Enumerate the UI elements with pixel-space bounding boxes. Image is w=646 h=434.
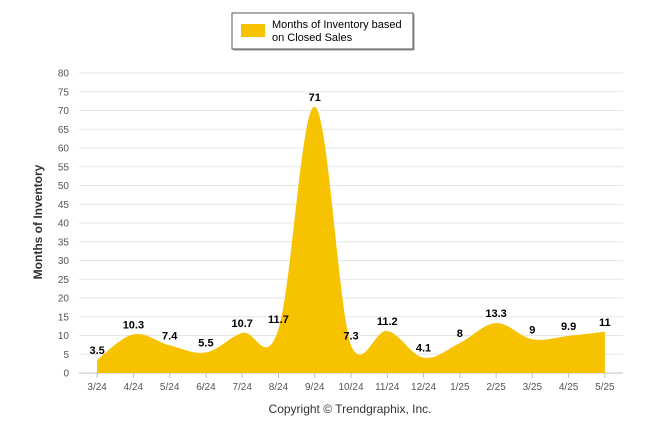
data-labels: 3.5 10.3 7.4 5.5 10.7 11.7 71 7.3 11.2 4.1 8 13.3 9 9… xyxy=(89,92,610,357)
y-tick-label: 70 xyxy=(58,106,70,117)
data-label: 10.3 xyxy=(123,319,144,331)
y-tick-label: 5 xyxy=(63,350,69,361)
data-label: 7.3 xyxy=(343,331,358,343)
legend-label-line-2: on Closed Sales xyxy=(272,32,353,44)
data-label: 13.3 xyxy=(485,308,506,320)
x-tick-label: 7/24 xyxy=(232,382,252,393)
data-label: 10.7 xyxy=(231,318,252,330)
y-tick-label: 80 xyxy=(58,69,70,80)
data-label: 5.5 xyxy=(198,337,213,349)
x-tick-label: 12/24 xyxy=(411,382,436,393)
y-tick-label: 30 xyxy=(58,256,70,267)
data-label: 9.9 xyxy=(561,321,576,333)
x-tick-label: 5/25 xyxy=(595,382,615,393)
x-tick-label: 5/24 xyxy=(160,382,180,393)
x-tick-label: 11/24 xyxy=(375,382,400,393)
x-tick-label: 3/24 xyxy=(87,382,107,393)
legend[interactable]: Months of Inventory based on Closed Sale… xyxy=(231,12,415,51)
y-axis-title: Months of Inventory xyxy=(31,164,45,279)
y-tick-label: 60 xyxy=(58,144,70,155)
y-tick-label: 50 xyxy=(58,181,70,192)
y-tick-label: 55 xyxy=(58,162,70,173)
data-label: 11.2 xyxy=(377,316,398,328)
y-tick-label: 0 xyxy=(63,369,69,380)
data-label: 7.4 xyxy=(162,330,178,342)
y-tick-label: 75 xyxy=(58,87,70,98)
y-tick-label: 15 xyxy=(58,312,70,323)
y-axis-ticks: 0 5 10 15 20 25 30 35 40 45 50 55 60 65 70 75 80 xyxy=(58,69,70,380)
x-tick-label: 6/24 xyxy=(196,382,216,393)
legend-swatch xyxy=(241,24,265,37)
x-tick-label: 1/25 xyxy=(450,382,470,393)
x-axis-ticks: 3/24 4/24 5/24 6/24 7/24 8/24 9/24 10/24 11/24 12… xyxy=(87,373,615,393)
data-label: 71 xyxy=(309,92,321,104)
area-fill xyxy=(97,106,605,373)
y-tick-label: 20 xyxy=(58,294,70,305)
y-tick-label: 35 xyxy=(58,237,70,248)
x-tick-label: 4/24 xyxy=(124,382,144,393)
y-tick-label: 25 xyxy=(58,275,70,286)
gridlines xyxy=(79,72,623,374)
copyright-credit: Copyright © Trendgraphix, Inc. xyxy=(269,402,432,416)
y-tick-label: 65 xyxy=(58,125,70,136)
data-label: 11 xyxy=(599,317,611,329)
y-tick-label: 10 xyxy=(58,331,70,342)
data-label: 3.5 xyxy=(89,345,104,357)
x-tick-label: 3/25 xyxy=(523,382,543,393)
x-tick-label: 4/25 xyxy=(559,382,579,393)
y-tick-label: 40 xyxy=(58,219,70,230)
data-label: 11.7 xyxy=(268,314,289,326)
area-series xyxy=(97,106,605,373)
data-label: 8 xyxy=(457,328,463,340)
x-tick-label: 10/24 xyxy=(338,382,363,393)
x-tick-label: 8/24 xyxy=(269,382,289,393)
x-tick-label: 2/25 xyxy=(486,382,506,393)
x-tick-label: 9/24 xyxy=(305,382,325,393)
y-tick-label: 45 xyxy=(58,200,70,211)
data-label: 4.1 xyxy=(416,343,431,355)
data-label: 9 xyxy=(529,324,535,336)
legend-label-line-1: Months of Inventory based xyxy=(272,19,402,31)
